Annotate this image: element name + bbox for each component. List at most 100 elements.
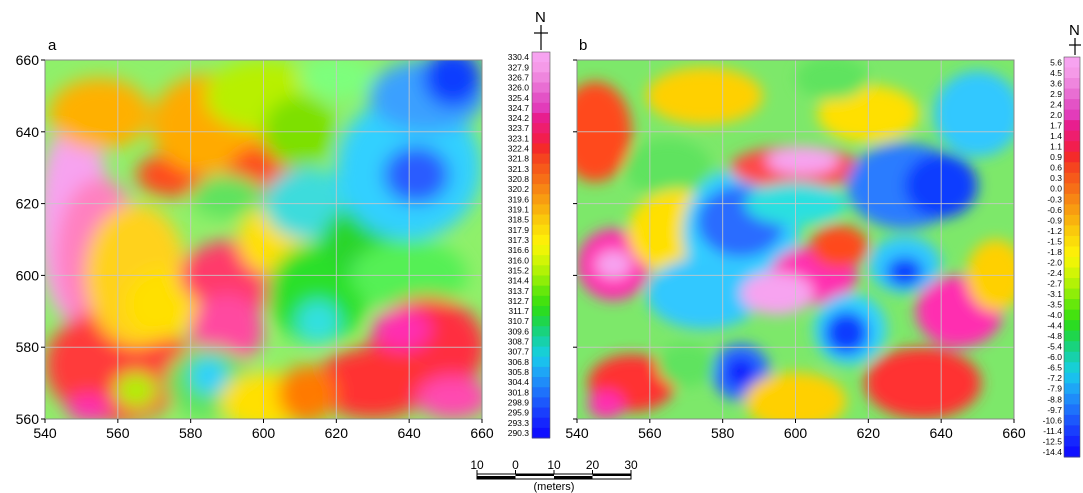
legend-value: 321.8 xyxy=(508,154,530,164)
legend-value: -2.4 xyxy=(1047,268,1062,278)
legend-value: 321.3 xyxy=(508,164,530,174)
panel-a-x-axis: 540 560 580 600 620 640 660 xyxy=(33,419,494,441)
contour-patch xyxy=(416,375,482,419)
legend-value: 314.4 xyxy=(508,276,530,286)
legend-value: 308.7 xyxy=(508,337,530,347)
x-tick-label: 540 xyxy=(33,425,57,441)
legend-value: -0.6 xyxy=(1047,205,1062,215)
scale-bar-label: 30 xyxy=(624,458,638,472)
contour-patch xyxy=(726,357,756,387)
legend-swatch xyxy=(532,62,550,73)
legend-swatch xyxy=(1064,162,1080,174)
legend-value: 317.3 xyxy=(508,235,530,245)
legend-swatch xyxy=(532,173,550,185)
legend-swatch xyxy=(532,92,550,104)
contour-patch xyxy=(933,70,1014,157)
legend-swatch xyxy=(1064,130,1080,142)
legend-swatch xyxy=(1064,57,1080,69)
y-tick-label: 640 xyxy=(16,124,40,140)
legend-value: -0.9 xyxy=(1047,215,1062,225)
legend-value: 290.3 xyxy=(508,428,530,438)
legend-value: 317.9 xyxy=(508,225,530,235)
legend-value: 0.0 xyxy=(1050,184,1062,194)
x-tick-label: 660 xyxy=(1002,425,1026,441)
legend-value: -1.8 xyxy=(1047,247,1062,257)
legend-value: 305.8 xyxy=(508,367,530,377)
legend-value: 2.4 xyxy=(1050,100,1062,110)
panel-b-grid xyxy=(577,60,1014,419)
legend-value: 322.4 xyxy=(508,144,530,154)
legend-swatch xyxy=(1064,204,1080,216)
legend-value: -2.0 xyxy=(1047,257,1062,267)
legend-swatch xyxy=(1064,320,1080,332)
legend-swatch xyxy=(1064,120,1080,132)
legend-value: 293.3 xyxy=(508,418,530,428)
x-tick-label: 620 xyxy=(325,425,349,441)
contour-patch xyxy=(372,307,432,351)
legend-swatch xyxy=(532,377,550,388)
legend-value: -4.4 xyxy=(1047,321,1062,331)
legend-swatch xyxy=(1064,246,1080,258)
legend-swatch xyxy=(532,397,550,409)
x-tick-label: 600 xyxy=(252,425,276,441)
legend-value: 0.6 xyxy=(1050,163,1062,173)
panel-b: b 540 560 580 600 620 640 660 N 5.64.53.62.92.… xyxy=(565,22,1081,458)
legend-value: 325.4 xyxy=(508,93,530,103)
legend-value: 316.0 xyxy=(508,255,530,265)
contour-patch xyxy=(125,268,198,341)
legend-value: 307.7 xyxy=(508,347,530,357)
y-tick-label: 660 xyxy=(16,52,40,68)
legend-swatch xyxy=(532,366,550,378)
legend-value: 1.7 xyxy=(1050,121,1062,131)
legend-swatch xyxy=(532,285,550,297)
legend-a: 330.4327.9326.7326.0325.4324.7324.2323.7… xyxy=(508,51,551,439)
legend-swatch xyxy=(532,417,550,429)
panel-a-y-axis: 660 640 620 600 580 560 xyxy=(16,52,45,427)
legend-b: 5.64.53.62.92.42.01.71.41.10.90.60.30.0-… xyxy=(1043,56,1081,458)
north-arrow-b: N xyxy=(1069,22,1081,55)
legend-swatch xyxy=(532,163,550,175)
scale-bar-units: (meters) xyxy=(534,481,575,493)
contour-patch xyxy=(766,146,840,175)
legend-swatch xyxy=(532,255,550,266)
legend-value: 295.9 xyxy=(508,408,530,418)
legend-swatch xyxy=(1064,341,1080,353)
legend-swatch xyxy=(1064,288,1080,300)
contour-patch xyxy=(810,225,869,269)
legend-swatch xyxy=(532,356,550,368)
legend-value: 311.7 xyxy=(508,306,529,316)
legend-swatch xyxy=(532,427,550,439)
legend-swatch xyxy=(1064,235,1080,247)
panel-b-y-axis xyxy=(573,59,577,420)
legend-value: 301.8 xyxy=(508,387,530,397)
legend-swatch xyxy=(1064,299,1080,311)
legend-value: -2.7 xyxy=(1047,278,1062,288)
x-tick-label: 580 xyxy=(711,425,735,441)
legend-value: 0.9 xyxy=(1050,152,1062,162)
legend-swatch xyxy=(1064,151,1080,163)
legend-value: 323.7 xyxy=(508,123,530,133)
contour-patch xyxy=(646,67,763,125)
legend-swatch xyxy=(532,204,550,216)
legend-swatch xyxy=(532,224,550,236)
legend-swatch xyxy=(1064,414,1080,426)
x-tick-label: 640 xyxy=(397,425,421,441)
legend-value: 2.9 xyxy=(1050,89,1062,99)
legend-value: -7.2 xyxy=(1047,373,1062,383)
y-tick-label: 620 xyxy=(16,196,40,212)
contour-patch xyxy=(657,343,716,387)
legend-swatch xyxy=(532,305,550,317)
contour-patch xyxy=(278,365,337,419)
contour-patch xyxy=(864,347,982,419)
scale-bar: 10 0 10 20 30 (meters) xyxy=(470,458,638,493)
contour-patch xyxy=(824,311,869,355)
legend-swatch xyxy=(1064,330,1080,342)
legend-swatch xyxy=(1064,88,1080,100)
contour-patch xyxy=(383,146,450,204)
legend-swatch xyxy=(532,82,550,94)
panel-a-grid xyxy=(45,60,482,419)
legend-value: 315.2 xyxy=(508,265,530,275)
legend-swatch xyxy=(532,387,550,398)
legend-swatch xyxy=(532,102,550,114)
legend-swatch xyxy=(1064,172,1080,184)
